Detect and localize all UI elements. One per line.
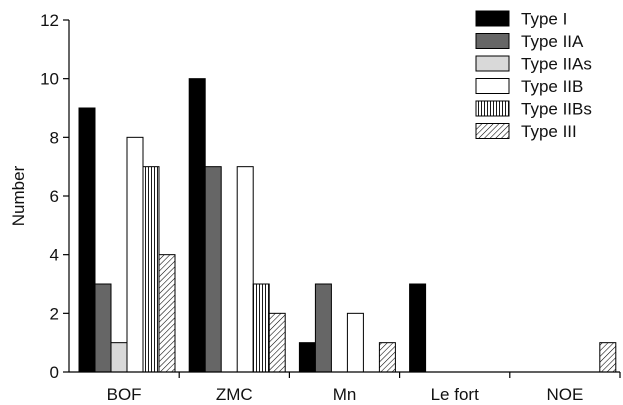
bar-type-iibs-bof	[142, 166, 160, 373]
x-axis-ticks: BOF ZMC Mn Le fort NOE	[107, 372, 621, 404]
x-tick-label-bof: BOF	[107, 385, 142, 404]
bar-type-iia-mn	[314, 283, 332, 373]
x-tick-label-mn: Mn	[333, 385, 357, 404]
legend-item-type-iii: Type III	[475, 122, 577, 141]
legend-swatch	[475, 10, 510, 27]
legend-item-type-iia: Type IIA	[475, 32, 584, 51]
y-tick-label: 4	[50, 246, 59, 265]
legend-swatch	[475, 33, 510, 49]
legend-label: Type IIA	[521, 32, 584, 51]
legend-label: Type III	[521, 122, 577, 141]
axes	[68, 20, 620, 373]
legend-item-type-iibs: Type IIBs	[475, 100, 592, 119]
legend-item-type-iias: Type IIAs	[475, 55, 592, 74]
legend-swatch	[475, 100, 510, 117]
bar-type-iia-bof	[94, 283, 112, 373]
bar-type-iia-zmc	[204, 166, 222, 373]
y-tick-label: 0	[50, 363, 59, 382]
y-tick-label: 2	[50, 304, 59, 323]
legend-swatch	[475, 123, 510, 139]
legend-swatch	[475, 78, 510, 94]
legend-label: Type IIB	[521, 77, 583, 96]
bar-type-i-bof	[78, 107, 96, 373]
legend-item-type-i: Type I	[475, 10, 567, 29]
bar-type-iii-zmc	[268, 312, 286, 373]
bar-type-iii-bof	[158, 254, 176, 373]
bar-type-iii-noe	[599, 342, 617, 373]
bar-type-iibs-zmc	[252, 283, 270, 373]
x-tick-label-le-fort: Le fort	[431, 385, 479, 404]
y-axis-ticks: 0 2 4 6 8 10 12	[40, 11, 69, 382]
legend-label: Type IIBs	[521, 100, 592, 119]
bar-type-iias-bof	[110, 342, 128, 373]
y-tick-label: 6	[50, 187, 59, 206]
y-tick-label: 12	[40, 11, 59, 30]
x-tick-label-zmc: ZMC	[216, 385, 253, 404]
legend-swatch	[475, 55, 510, 72]
y-axis-title: Number	[9, 165, 28, 226]
legend-item-type-iib: Type IIB	[475, 77, 583, 96]
legend-label: Type IIAs	[521, 55, 592, 74]
x-tick-label-noe: NOE	[546, 385, 583, 404]
bar-type-iib-bof	[126, 136, 144, 373]
bar-type-i-le-fort	[409, 283, 427, 373]
bar-type-i-mn	[298, 342, 316, 373]
bar-type-iib-zmc	[236, 166, 254, 373]
bar-type-i-zmc	[188, 78, 206, 373]
y-tick-label: 10	[40, 70, 59, 89]
legend-label: Type I	[521, 10, 567, 29]
bar-type-iii-mn	[378, 342, 396, 373]
y-tick-label: 8	[50, 128, 59, 147]
legend: Type I Type IIA Type IIAs Type IIB Type IIBs…	[475, 10, 592, 141]
bar-type-iib-mn	[346, 312, 364, 373]
